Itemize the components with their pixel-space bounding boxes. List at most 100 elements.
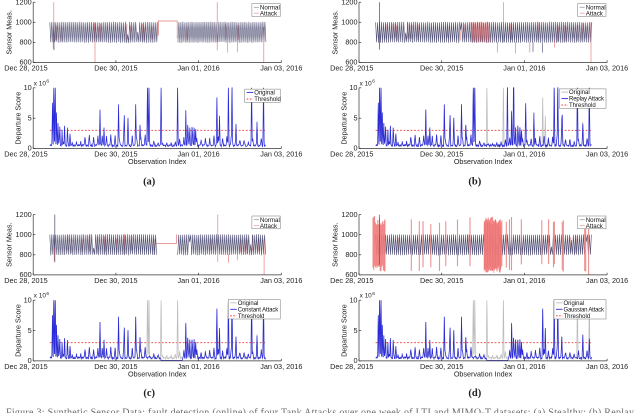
svg-text:(d): (d) [468,388,481,399]
svg-text:Dec 30, 2015: Dec 30, 2015 [94,276,137,285]
svg-text:Dec 28, 2015: Dec 28, 2015 [330,276,373,285]
svg-text:0: 0 [353,356,357,365]
svg-text:800: 800 [345,38,357,47]
svg-text:5: 5 [28,326,32,335]
svg-text:(b): (b) [468,177,481,188]
svg-text:Observation Index: Observation Index [454,370,513,379]
svg-text:Dec 30, 2015: Dec 30, 2015 [420,150,463,159]
svg-text:0: 0 [28,356,32,365]
svg-text:5: 5 [353,113,357,122]
svg-text:Threshold: Threshold [564,314,591,320]
svg-text:10: 10 [349,83,357,92]
svg-text:1200: 1200 [341,210,357,219]
svg-text:Observation Index: Observation Index [128,157,187,166]
svg-text:5: 5 [28,113,32,122]
svg-text:600: 600 [20,58,32,67]
svg-text:10: 10 [349,295,357,304]
svg-text:Jan 01, 2016: Jan 01, 2016 [503,276,545,285]
svg-text:Departure Score: Departure Score [340,92,349,145]
svg-text:Jan 03, 2016: Jan 03, 2016 [586,64,628,73]
svg-text:Original: Original [564,301,585,307]
svg-text:Departure Score: Departure Score [339,304,348,357]
svg-text:Threshold: Threshold [569,103,596,109]
svg-text:x 10: x 10 [34,293,47,300]
svg-text:Departure Score: Departure Score [14,304,23,357]
svg-text:Attack: Attack [260,223,278,230]
svg-text:Jan 01, 2016: Jan 01, 2016 [503,150,545,159]
svg-text:Jan 03, 2016: Jan 03, 2016 [260,150,302,159]
svg-text:6: 6 [46,79,49,85]
svg-text:Jan 01, 2016: Jan 01, 2016 [177,64,219,73]
svg-text:Dec 28, 2015: Dec 28, 2015 [4,362,47,371]
svg-text:Threshold: Threshold [254,97,281,103]
svg-text:Normal: Normal [260,217,280,224]
svg-text:Jan 01, 2016: Jan 01, 2016 [177,276,219,285]
svg-text:Dec 28, 2015: Dec 28, 2015 [330,150,373,159]
svg-text:Dec 30, 2015: Dec 30, 2015 [94,150,137,159]
svg-text:Jan 01, 2016: Jan 01, 2016 [503,362,545,371]
svg-text:Dec 28, 2015: Dec 28, 2015 [4,276,47,285]
svg-text:600: 600 [345,270,357,279]
svg-text:Sensor Meas.: Sensor Meas. [5,223,14,267]
svg-text:Normal: Normal [260,5,280,12]
svg-text:800: 800 [345,250,357,259]
svg-text:Constant Attack: Constant Attack [238,307,280,313]
svg-text:5: 5 [353,326,357,335]
svg-text:Normal: Normal [586,217,606,224]
svg-text:Jan 01, 2016: Jan 01, 2016 [503,64,545,73]
svg-text:Dec 30, 2015: Dec 30, 2015 [420,64,463,73]
svg-text:Original: Original [254,91,275,97]
svg-text:Observation Index: Observation Index [128,370,187,379]
svg-text:Dec 30, 2015: Dec 30, 2015 [94,362,137,371]
svg-text:Jan 03, 2016: Jan 03, 2016 [260,276,302,285]
svg-text:Departure Score: Departure Score [14,92,23,145]
svg-text:1000: 1000 [15,230,31,239]
svg-text:Dec 28, 2015: Dec 28, 2015 [330,64,373,73]
svg-text:10: 10 [24,83,32,92]
svg-text:800: 800 [20,38,32,47]
svg-text:0: 0 [28,144,32,153]
svg-text:Figure 3: Synthetic Sensor Dat: Figure 3: Synthetic Sensor Data: fault d… [6,408,634,413]
svg-text:Jan 03, 2016: Jan 03, 2016 [586,150,628,159]
svg-text:Normal: Normal [586,5,606,12]
svg-text:(a): (a) [143,177,156,188]
svg-text:x 10: x 10 [360,293,373,300]
svg-text:Threshold: Threshold [238,314,265,320]
svg-text:6: 6 [372,291,375,297]
svg-text:Dec 28, 2015: Dec 28, 2015 [4,150,47,159]
svg-text:1200: 1200 [15,210,31,219]
svg-text:1000: 1000 [341,230,357,239]
svg-text:Sensor Meas.: Sensor Meas. [5,10,14,54]
svg-text:800: 800 [20,250,32,259]
svg-text:Original: Original [238,301,259,307]
svg-text:Dec 30, 2015: Dec 30, 2015 [420,276,463,285]
svg-text:Dec 28, 2015: Dec 28, 2015 [330,362,373,371]
svg-text:6: 6 [372,79,375,85]
svg-text:Gaussian Attack: Gaussian Attack [564,307,606,313]
svg-text:Jan 03, 2016: Jan 03, 2016 [260,362,302,371]
svg-text:Attack: Attack [586,223,604,230]
svg-text:Jan 03, 2016: Jan 03, 2016 [260,64,302,73]
svg-text:Sensor Meas.: Sensor Meas. [331,223,340,267]
svg-text:Attack: Attack [586,10,604,17]
svg-text:600: 600 [345,58,357,67]
svg-text:x 10: x 10 [34,80,47,87]
svg-text:1200: 1200 [341,0,357,6]
svg-text:Jan 01, 2016: Jan 01, 2016 [177,150,219,159]
svg-text:Attack: Attack [260,10,278,17]
svg-text:0: 0 [353,144,357,153]
svg-text:6: 6 [46,291,49,297]
svg-text:Observation Index: Observation Index [454,157,513,166]
svg-text:Dec 28, 2015: Dec 28, 2015 [4,64,47,73]
svg-text:1000: 1000 [15,18,31,27]
svg-text:Dec 30, 2015: Dec 30, 2015 [94,64,137,73]
svg-text:Original: Original [569,90,590,96]
svg-text:x 10: x 10 [360,80,373,87]
svg-text:1200: 1200 [15,0,31,6]
svg-text:Jan 03, 2016: Jan 03, 2016 [586,362,628,371]
svg-text:10: 10 [24,295,32,304]
svg-text:Jan 01, 2016: Jan 01, 2016 [177,362,219,371]
svg-text:Sensor Meas.: Sensor Meas. [330,10,339,54]
svg-text:Dec 30, 2015: Dec 30, 2015 [420,362,463,371]
svg-text:1000: 1000 [341,18,357,27]
